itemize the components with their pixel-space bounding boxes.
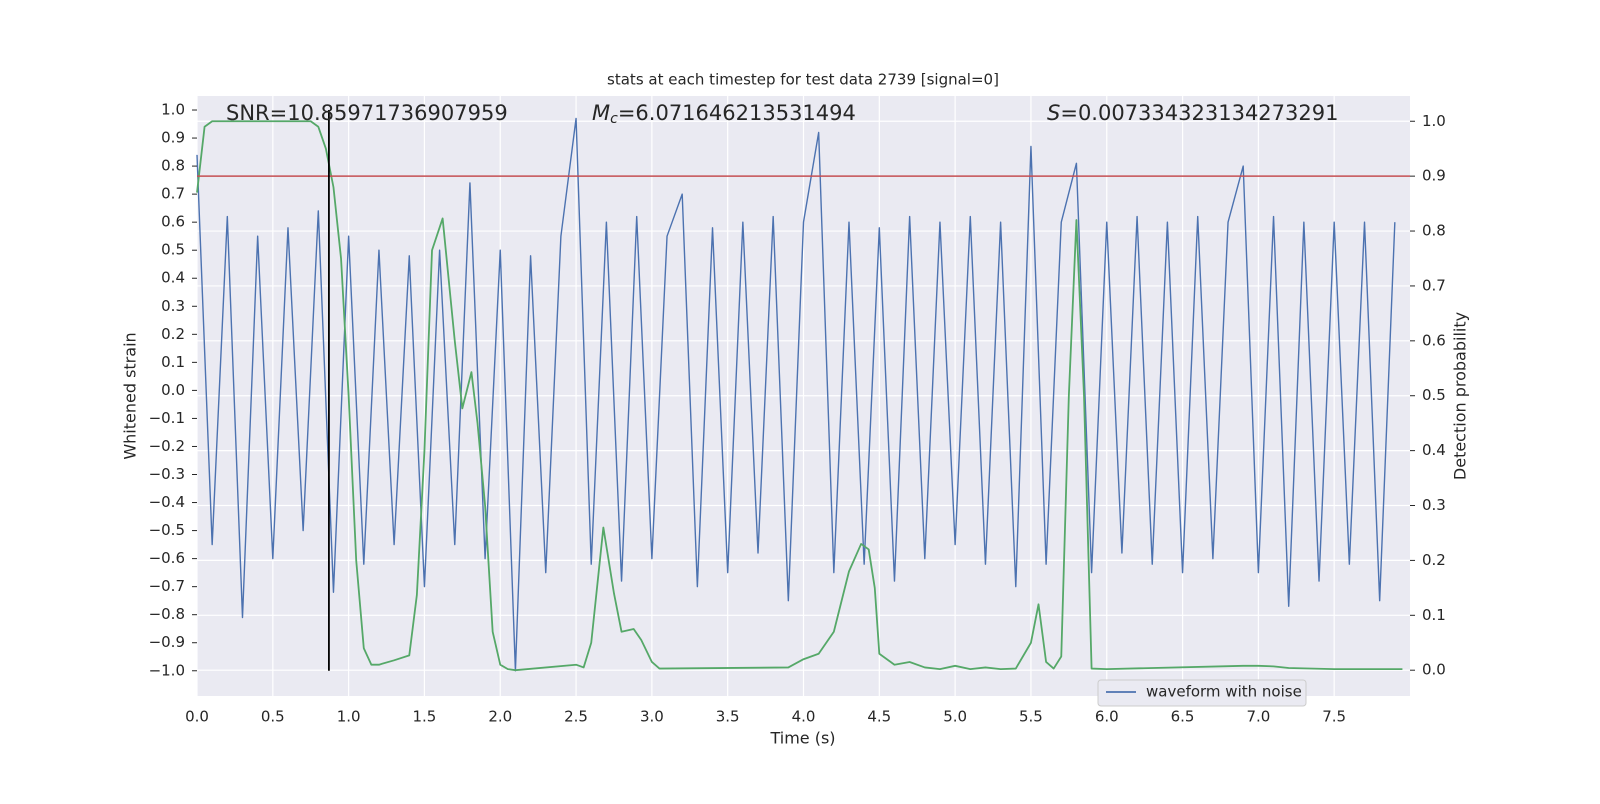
y-tick-label: −0.4 [149, 493, 185, 511]
y-tick-label: 0.0 [161, 381, 185, 399]
y-tick-label: −0.9 [149, 633, 185, 651]
annotation: SNR=10.85971736907959 [226, 101, 508, 125]
y2-tick-label: 0.3 [1422, 496, 1446, 514]
y-tick-label: 0.5 [161, 241, 185, 259]
x-axis-label: Time (s) [769, 729, 835, 748]
y-tick-label: 0.6 [161, 213, 185, 231]
x-tick-label: 7.0 [1246, 708, 1270, 726]
annotation-value: =0.007334323134273291 [1060, 101, 1338, 125]
series-line [196, 120, 1403, 672]
chart-title: stats at each timestep for test data 273… [607, 71, 999, 89]
y2-tick-label: 0.9 [1422, 167, 1446, 185]
annotation: Mc=6.071646213531494 [592, 101, 856, 127]
y-tick-label: −1.0 [149, 661, 185, 679]
annotation-symbol: M [592, 101, 610, 125]
y2-tick-label: 0.0 [1422, 661, 1446, 679]
x-tick-label: 3.5 [716, 708, 740, 726]
series-line [196, 117, 1396, 672]
y-tick-label: 0.4 [161, 269, 185, 287]
y2-tick-label: 0.4 [1422, 441, 1446, 459]
y-tick-label: 0.7 [161, 185, 185, 203]
x-tick-label: 4.5 [867, 708, 891, 726]
x-tick-label: 5.0 [943, 708, 967, 726]
x-tick-label: 1.5 [413, 708, 437, 726]
y2-tick-label: 0.8 [1422, 222, 1446, 240]
x-tick-label: 6.5 [1171, 708, 1195, 726]
annotation-subscript: c [610, 111, 618, 127]
y-tick-label: −0.1 [149, 409, 185, 427]
y-axis-label: Whitened strain [121, 332, 140, 459]
y-tick-label: −0.5 [149, 521, 185, 539]
x-tick-label: 7.5 [1322, 708, 1346, 726]
y-tick-label: 0.2 [161, 325, 185, 343]
x-tick-label: 0.0 [185, 708, 209, 726]
y2-tick-label: 0.2 [1422, 551, 1446, 569]
y2-tick-label: 1.0 [1422, 112, 1446, 130]
y-tick-label: −0.3 [149, 465, 185, 483]
y-tick-label: −0.8 [149, 605, 185, 623]
legend-label: waveform with noise [1146, 683, 1302, 701]
x-tick-label: 3.0 [640, 708, 664, 726]
x-tick-label: 2.0 [488, 708, 512, 726]
annotation-value: =6.071646213531494 [618, 101, 856, 125]
annotation-symbol: S [1047, 101, 1060, 125]
y-tick-label: −0.7 [149, 577, 185, 595]
y2-tick-label: 0.1 [1422, 606, 1446, 624]
y-tick-label: 0.1 [161, 353, 185, 371]
y-tick-label: 0.3 [161, 297, 185, 315]
y-tick-label: 0.9 [161, 129, 185, 147]
x-tick-label: 6.0 [1095, 708, 1119, 726]
y2-tick-label: 0.5 [1422, 386, 1446, 404]
annotation: S=0.007334323134273291 [1047, 101, 1338, 125]
y2-tick-label: 0.7 [1422, 276, 1446, 294]
x-tick-label: 5.5 [1019, 708, 1043, 726]
y-tick-label: −0.6 [149, 549, 185, 567]
y-tick-label: −0.2 [149, 437, 185, 455]
y2-axis-label: Detection probability [1451, 312, 1470, 480]
y-tick-label: 0.8 [161, 157, 185, 175]
x-tick-label: 0.5 [261, 708, 285, 726]
y2-tick-label: 0.6 [1422, 331, 1446, 349]
y-tick-label: 1.0 [161, 101, 185, 119]
x-tick-label: 1.0 [337, 708, 361, 726]
x-tick-label: 4.0 [792, 708, 816, 726]
x-tick-label: 2.5 [564, 708, 588, 726]
legend-box [1097, 679, 1307, 707]
legend: waveform with noise [1097, 679, 1307, 707]
